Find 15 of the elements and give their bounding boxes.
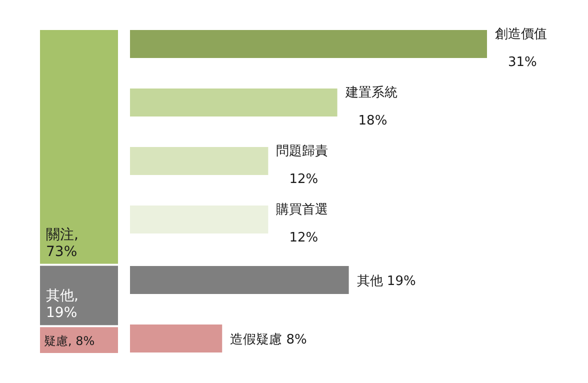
y-tick-label: 建置系統 — [344, 86, 398, 100]
y-tick-label: 購買首選 — [276, 202, 328, 218]
data-label: 12% — [289, 172, 318, 187]
series-label: 其他, — [46, 288, 78, 304]
y-tick-label: 創造價值 — [495, 27, 547, 42]
data-label: 31% — [508, 55, 537, 70]
category-label: 其他 19% — [356, 274, 416, 289]
series-label: 關注, — [46, 226, 78, 243]
category-label: 造假疑慮 8% — [230, 332, 307, 348]
y-tick-label: 問題歸責 — [276, 144, 328, 159]
data-label: 73% — [46, 244, 78, 260]
data-label: 12% — [289, 230, 318, 246]
text: 疑慮, 8% — [44, 334, 95, 348]
data-label: 18% — [358, 114, 388, 128]
data-label: 19% — [46, 305, 78, 322]
